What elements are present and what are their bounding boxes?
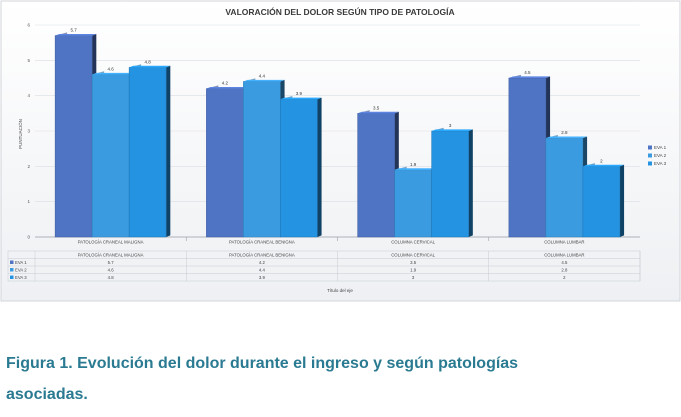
data-labels: 5.7 4.6 4.8 PATOLOGÍA CRANEAL MALIGNA 4.2 4.4… <box>70 28 603 245</box>
bar <box>206 88 244 238</box>
bar-top <box>545 136 588 139</box>
bar <box>54 35 93 238</box>
data-label: 4.4 <box>259 74 266 79</box>
bar-top <box>243 79 285 82</box>
bar-side <box>468 129 473 237</box>
x-tick-label: PATOLOGÍA CRANEAL MALIGNA <box>78 240 144 245</box>
bar-top <box>92 72 134 75</box>
x-tick-label: PATOLOGÍA CRANEAL BENIGNA <box>229 240 295 245</box>
y-tick-label: 4 <box>27 93 30 98</box>
data-table-cell: 4.8 <box>108 275 115 280</box>
y-tick-label: 6 <box>27 23 30 28</box>
chart-frame: VALORACIÓN DEL DOLOR SEGÚN TIPO DE PATOL… <box>0 0 681 302</box>
chart-title: VALORACIÓN DEL DOLOR SEGÚN TIPO DE PATOL… <box>225 6 454 17</box>
data-table-cell: 4.6 <box>108 268 115 273</box>
x-axis-label: Título del eje <box>327 288 353 293</box>
data-label: 1.9 <box>410 162 417 167</box>
data-label: 2 <box>600 158 603 163</box>
bar-top <box>129 65 171 68</box>
data-label: 4.5 <box>524 70 531 75</box>
bar <box>545 137 584 238</box>
bar-top <box>582 164 625 167</box>
bar <box>357 113 395 238</box>
bar-top <box>280 97 322 100</box>
data-table-series-name: EVA 3 <box>15 275 27 280</box>
legend-label: EVA 3 <box>654 161 667 166</box>
bar-top <box>431 129 473 131</box>
data-label: 2.8 <box>561 130 568 135</box>
legend-swatch <box>648 161 652 166</box>
data-table-cell: 4.4 <box>259 268 266 273</box>
data-table-cell: 1.9 <box>410 268 417 273</box>
data-table-cell: 3.9 <box>259 275 266 280</box>
data-table-cell: 3 <box>412 275 415 280</box>
legend-swatch <box>648 145 652 150</box>
chart: VALORACIÓN DEL DOLOR SEGÚN TIPO DE PATOL… <box>0 0 681 302</box>
bar-side <box>166 65 171 237</box>
data-table-cell: 3.5 <box>410 260 417 265</box>
legend-swatch <box>648 153 652 158</box>
y-axis-ticks: 0 1 2 3 4 5 6 <box>27 23 30 240</box>
y-tick-label: 0 <box>27 235 30 240</box>
legend-label: EVA 1 <box>654 145 667 150</box>
data-table-cell: 2.8 <box>561 268 568 273</box>
data-table-series-name: EVA 2 <box>15 268 27 273</box>
data-table-series-name: EVA 1 <box>15 260 27 265</box>
bar-side <box>619 164 625 237</box>
y-tick-label: 1 <box>27 199 30 204</box>
data-table-swatch <box>10 275 14 279</box>
data-table-swatch <box>10 268 14 272</box>
data-label: 3.5 <box>373 105 380 110</box>
bar-top <box>394 168 436 170</box>
bar-top <box>55 34 97 36</box>
data-table-swatch <box>10 260 14 264</box>
data-table-header: PATOLOGÍA CRANEAL MALIGNA <box>78 253 144 258</box>
bar <box>243 81 281 238</box>
bar <box>128 67 167 238</box>
bar-top <box>357 111 399 114</box>
legend-label: EVA 2 <box>654 153 667 158</box>
bar-top <box>508 76 551 78</box>
bar-side <box>317 97 322 237</box>
legend: EVA 1 EVA 2 EVA 3 <box>648 145 667 166</box>
figure-caption: Figura 1. Evolución del dolor durante el… <box>6 355 519 403</box>
x-tick-label: COLUMNA CERVICAL <box>391 240 435 245</box>
y-tick-label: 3 <box>27 129 30 134</box>
bar <box>394 169 432 238</box>
data-table-cell: 2 <box>563 275 566 280</box>
data-label: 3 <box>449 123 452 128</box>
data-table-header: PATOLOGÍA CRANEAL BENIGNA <box>229 253 295 258</box>
bar <box>280 98 318 238</box>
data-label: 4.8 <box>144 59 151 64</box>
data-label: 5.7 <box>70 28 77 33</box>
data-table-cell: 4.2 <box>259 260 266 265</box>
y-tick-label: 2 <box>27 164 30 169</box>
data-table-header: COLUMNA CERVICAL <box>391 253 435 258</box>
y-tick-label: 5 <box>27 58 30 63</box>
bars <box>54 32 625 238</box>
bar-top <box>206 87 248 89</box>
x-tick-label: COLUMNA LUMBAR <box>544 240 584 245</box>
data-label: 3.9 <box>296 91 303 96</box>
data-table: PATOLOGÍA CRANEAL MALIGNA PATOLOGÍA CRANE… <box>7 250 641 282</box>
y-axis-label: PUNTUACIÓN <box>17 119 23 149</box>
data-table-cell: 4.5 <box>561 260 568 265</box>
bar <box>91 74 130 238</box>
data-label: 4.6 <box>107 66 114 71</box>
data-table-header: COLUMNA LUMBAR <box>544 253 584 258</box>
data-label: 4.2 <box>222 81 229 86</box>
bar <box>431 130 469 238</box>
bar <box>582 166 621 238</box>
data-table-cell: 5.7 <box>108 260 115 265</box>
bar <box>508 77 547 238</box>
